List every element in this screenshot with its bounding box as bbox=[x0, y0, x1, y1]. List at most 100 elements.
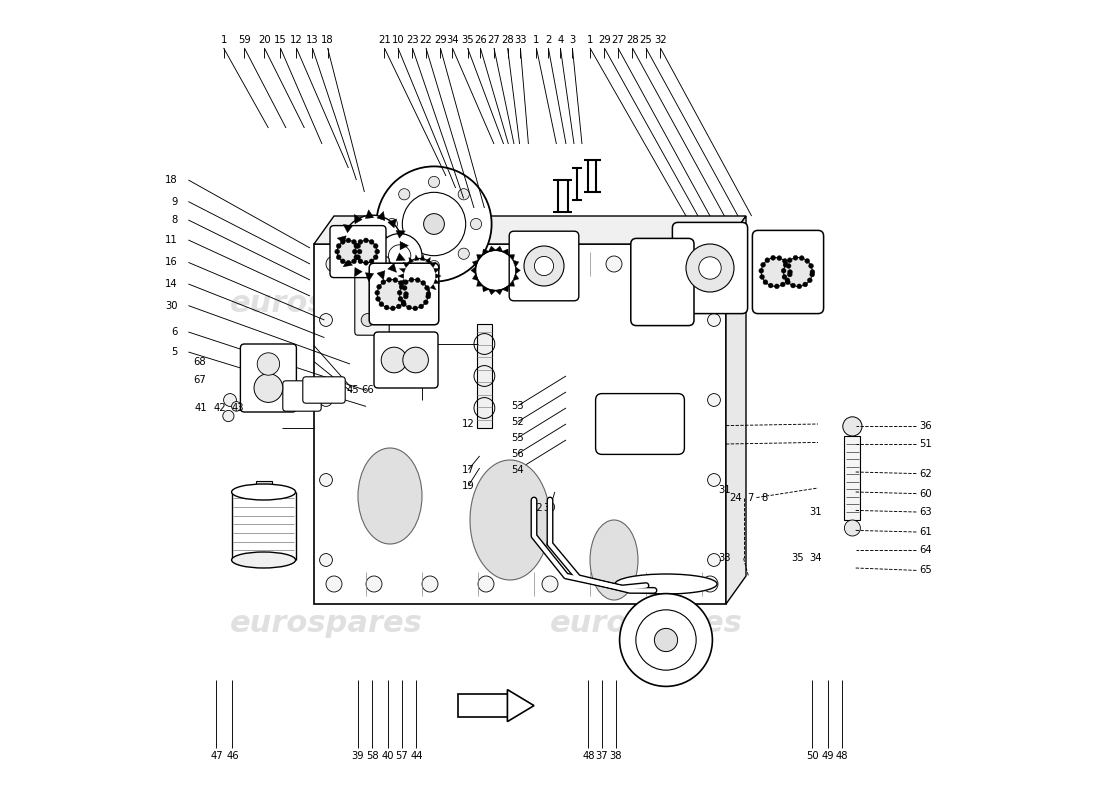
Circle shape bbox=[654, 629, 678, 651]
Text: eurospares: eurospares bbox=[230, 290, 422, 318]
Polygon shape bbox=[365, 273, 374, 282]
Circle shape bbox=[352, 259, 356, 264]
Circle shape bbox=[407, 305, 411, 310]
Text: 29: 29 bbox=[598, 35, 611, 45]
Circle shape bbox=[409, 278, 414, 282]
Text: 65: 65 bbox=[920, 566, 933, 575]
Polygon shape bbox=[365, 210, 374, 218]
Circle shape bbox=[403, 192, 465, 256]
Circle shape bbox=[524, 246, 564, 286]
Polygon shape bbox=[472, 274, 478, 281]
Ellipse shape bbox=[615, 574, 717, 594]
Circle shape bbox=[774, 284, 779, 289]
Circle shape bbox=[702, 256, 718, 272]
Text: 33: 33 bbox=[718, 554, 730, 563]
Text: 8: 8 bbox=[761, 493, 768, 502]
Circle shape bbox=[320, 554, 332, 566]
Text: 63: 63 bbox=[920, 507, 932, 517]
Circle shape bbox=[471, 218, 482, 230]
Circle shape bbox=[706, 245, 714, 253]
Text: 22: 22 bbox=[419, 35, 432, 45]
Ellipse shape bbox=[590, 520, 638, 600]
Text: 28: 28 bbox=[626, 35, 639, 45]
Circle shape bbox=[403, 347, 428, 373]
Ellipse shape bbox=[232, 552, 296, 568]
Polygon shape bbox=[343, 258, 352, 266]
Text: 40: 40 bbox=[382, 751, 394, 761]
Polygon shape bbox=[502, 286, 509, 292]
Circle shape bbox=[320, 314, 332, 326]
FancyBboxPatch shape bbox=[330, 226, 386, 278]
Polygon shape bbox=[471, 266, 476, 274]
Circle shape bbox=[358, 239, 363, 244]
Circle shape bbox=[478, 256, 494, 272]
Circle shape bbox=[337, 255, 341, 259]
Ellipse shape bbox=[358, 448, 422, 544]
Circle shape bbox=[845, 520, 860, 536]
Polygon shape bbox=[513, 274, 519, 281]
Circle shape bbox=[386, 218, 397, 230]
Text: 11: 11 bbox=[165, 235, 178, 245]
Circle shape bbox=[686, 244, 734, 292]
Text: 66: 66 bbox=[361, 386, 374, 395]
Polygon shape bbox=[507, 690, 534, 722]
Text: 52: 52 bbox=[512, 417, 525, 426]
Polygon shape bbox=[483, 286, 490, 292]
Bar bbox=[255, 481, 272, 492]
Polygon shape bbox=[495, 289, 503, 295]
Circle shape bbox=[761, 262, 766, 267]
Polygon shape bbox=[403, 284, 409, 290]
Circle shape bbox=[783, 262, 788, 267]
Circle shape bbox=[785, 280, 790, 285]
Text: 67: 67 bbox=[194, 375, 206, 385]
Text: 42: 42 bbox=[213, 403, 226, 413]
Circle shape bbox=[759, 268, 763, 273]
Circle shape bbox=[803, 282, 807, 287]
Text: 57: 57 bbox=[396, 751, 408, 761]
Circle shape bbox=[376, 297, 381, 302]
Polygon shape bbox=[488, 246, 496, 252]
Circle shape bbox=[257, 353, 279, 375]
Circle shape bbox=[402, 258, 437, 294]
Circle shape bbox=[761, 258, 790, 286]
Circle shape bbox=[707, 394, 721, 406]
Circle shape bbox=[390, 306, 395, 310]
Circle shape bbox=[763, 280, 768, 285]
Polygon shape bbox=[399, 268, 406, 273]
FancyBboxPatch shape bbox=[630, 238, 694, 326]
FancyBboxPatch shape bbox=[241, 344, 296, 412]
Text: 23: 23 bbox=[406, 35, 419, 45]
Circle shape bbox=[424, 300, 428, 305]
Bar bbox=[477, 324, 492, 428]
Circle shape bbox=[771, 255, 775, 260]
Polygon shape bbox=[343, 225, 352, 233]
Text: 7: 7 bbox=[747, 493, 754, 502]
Circle shape bbox=[686, 264, 695, 272]
Text: 25: 25 bbox=[639, 35, 652, 45]
Circle shape bbox=[542, 576, 558, 592]
Circle shape bbox=[475, 250, 516, 290]
Text: 33: 33 bbox=[514, 35, 527, 45]
Circle shape bbox=[355, 229, 389, 262]
Text: 36: 36 bbox=[920, 421, 932, 430]
Circle shape bbox=[361, 314, 374, 326]
Circle shape bbox=[398, 281, 404, 286]
Circle shape bbox=[662, 576, 678, 592]
Polygon shape bbox=[515, 266, 520, 274]
Circle shape bbox=[808, 263, 814, 268]
Circle shape bbox=[366, 576, 382, 592]
Text: 24: 24 bbox=[729, 493, 741, 502]
Circle shape bbox=[342, 215, 403, 276]
Text: 32: 32 bbox=[530, 503, 542, 513]
Circle shape bbox=[786, 263, 791, 268]
Text: 54: 54 bbox=[512, 465, 525, 474]
Polygon shape bbox=[426, 258, 430, 263]
Circle shape bbox=[366, 256, 382, 272]
Circle shape bbox=[326, 576, 342, 592]
Text: 12: 12 bbox=[290, 35, 303, 45]
FancyBboxPatch shape bbox=[370, 263, 439, 325]
Text: 30: 30 bbox=[543, 503, 557, 513]
Polygon shape bbox=[396, 253, 405, 261]
Text: 48: 48 bbox=[582, 751, 595, 761]
Circle shape bbox=[723, 274, 730, 282]
